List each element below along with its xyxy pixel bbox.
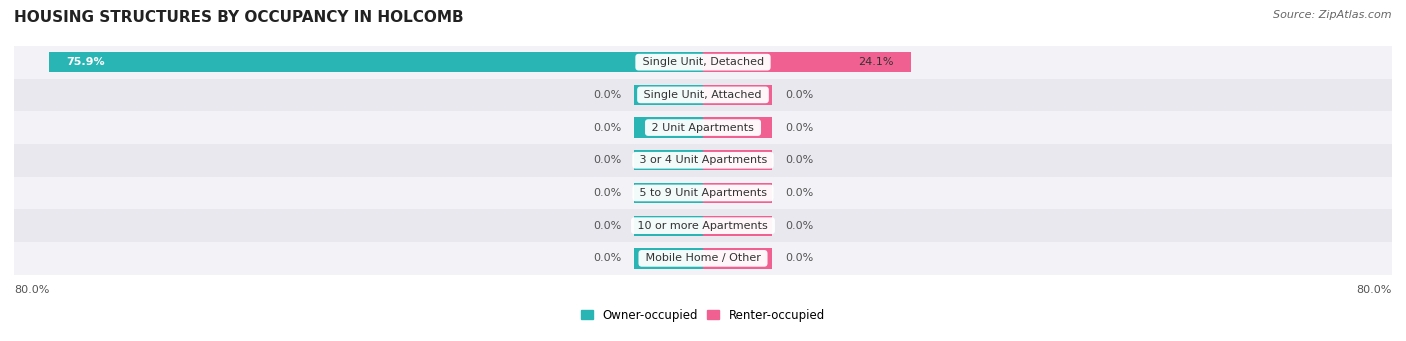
Bar	[14, 46, 1392, 78]
Text: Single Unit, Detached: Single Unit, Detached	[638, 57, 768, 67]
Text: Source: ZipAtlas.com: Source: ZipAtlas.com	[1274, 10, 1392, 20]
Bar	[14, 209, 1392, 242]
Bar	[634, 248, 703, 268]
Text: 80.0%: 80.0%	[1357, 284, 1392, 295]
Text: 0.0%: 0.0%	[785, 188, 813, 198]
Bar	[14, 242, 1392, 275]
Legend: Owner-occupied, Renter-occupied: Owner-occupied, Renter-occupied	[576, 304, 830, 326]
Text: 80.0%: 80.0%	[14, 284, 49, 295]
Bar	[634, 183, 703, 203]
Bar	[703, 85, 772, 105]
Text: 0.0%: 0.0%	[785, 155, 813, 165]
Bar	[49, 52, 703, 72]
Text: 75.9%: 75.9%	[66, 57, 105, 67]
Text: 0.0%: 0.0%	[785, 90, 813, 100]
Bar	[634, 117, 703, 138]
Bar	[703, 150, 772, 170]
Text: 0.0%: 0.0%	[785, 253, 813, 263]
Text: 24.1%: 24.1%	[858, 57, 893, 67]
Text: 0.0%: 0.0%	[593, 90, 621, 100]
Text: 0.0%: 0.0%	[593, 122, 621, 133]
Bar	[703, 216, 772, 236]
Text: Mobile Home / Other: Mobile Home / Other	[641, 253, 765, 263]
Bar	[14, 111, 1392, 144]
Text: 0.0%: 0.0%	[785, 221, 813, 231]
Bar	[703, 52, 911, 72]
Text: 0.0%: 0.0%	[785, 122, 813, 133]
Text: 0.0%: 0.0%	[593, 155, 621, 165]
Text: 0.0%: 0.0%	[593, 253, 621, 263]
Bar	[703, 248, 772, 268]
Bar	[634, 150, 703, 170]
Bar	[14, 177, 1392, 209]
Text: 5 to 9 Unit Apartments: 5 to 9 Unit Apartments	[636, 188, 770, 198]
Text: 3 or 4 Unit Apartments: 3 or 4 Unit Apartments	[636, 155, 770, 165]
Bar	[634, 216, 703, 236]
Text: 10 or more Apartments: 10 or more Apartments	[634, 221, 772, 231]
Bar	[703, 183, 772, 203]
Text: HOUSING STRUCTURES BY OCCUPANCY IN HOLCOMB: HOUSING STRUCTURES BY OCCUPANCY IN HOLCO…	[14, 10, 464, 25]
Text: 2 Unit Apartments: 2 Unit Apartments	[648, 122, 758, 133]
Text: Single Unit, Attached: Single Unit, Attached	[641, 90, 765, 100]
Bar	[703, 117, 772, 138]
Bar	[14, 144, 1392, 177]
Text: 0.0%: 0.0%	[593, 221, 621, 231]
Text: 0.0%: 0.0%	[593, 188, 621, 198]
Bar	[634, 85, 703, 105]
Bar	[14, 78, 1392, 111]
